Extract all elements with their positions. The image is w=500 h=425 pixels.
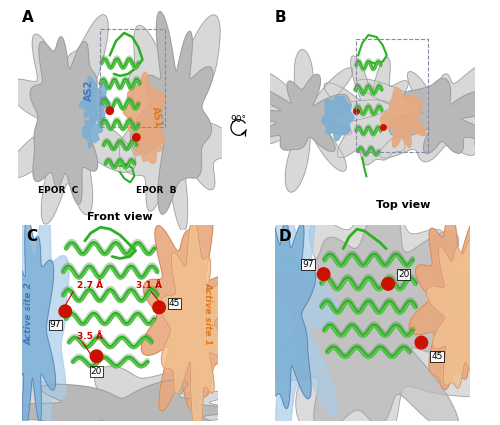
Polygon shape (322, 96, 354, 141)
Polygon shape (409, 208, 495, 390)
Polygon shape (253, 207, 316, 408)
Text: C: C (26, 229, 38, 244)
Text: 90°: 90° (230, 114, 246, 124)
Text: 20: 20 (398, 269, 409, 279)
Polygon shape (324, 56, 426, 165)
Text: Active site 2: Active site 2 (24, 282, 34, 345)
Polygon shape (380, 88, 426, 147)
Polygon shape (246, 74, 352, 152)
Text: 97: 97 (50, 320, 61, 329)
Polygon shape (142, 201, 238, 411)
Polygon shape (213, 189, 500, 425)
Polygon shape (244, 192, 338, 425)
Text: 3.1 Å: 3.1 Å (136, 281, 162, 290)
Polygon shape (30, 37, 98, 204)
Text: A: A (22, 10, 34, 26)
Text: AS2: AS2 (84, 79, 94, 101)
Polygon shape (80, 76, 110, 128)
Text: 20: 20 (91, 367, 102, 377)
Polygon shape (82, 116, 102, 148)
Polygon shape (388, 78, 496, 153)
Circle shape (382, 278, 394, 290)
Bar (100, 29, 165, 127)
Polygon shape (120, 15, 236, 232)
Circle shape (59, 305, 72, 317)
Polygon shape (0, 366, 254, 425)
Text: EPOR  C: EPOR C (38, 186, 78, 195)
Circle shape (90, 350, 103, 363)
Text: Top view: Top view (376, 200, 430, 210)
Text: 45: 45 (432, 352, 442, 361)
Text: AS1: AS1 (150, 105, 164, 128)
Polygon shape (134, 122, 162, 163)
Circle shape (106, 107, 114, 114)
Polygon shape (238, 50, 390, 192)
Polygon shape (358, 59, 500, 162)
Polygon shape (8, 15, 136, 224)
Polygon shape (9, 216, 56, 425)
Text: D: D (278, 229, 291, 244)
Text: 45: 45 (169, 299, 180, 308)
Text: 2.7 Å: 2.7 Å (77, 281, 103, 290)
Text: Active site 1: Active site 1 (204, 282, 212, 345)
Text: 97: 97 (302, 260, 314, 269)
Text: EPOR  B: EPOR B (136, 186, 177, 195)
Polygon shape (260, 199, 500, 425)
Circle shape (318, 268, 330, 280)
Polygon shape (124, 72, 166, 147)
Bar (356, 39, 428, 152)
Polygon shape (426, 239, 488, 388)
Text: B: B (274, 10, 286, 26)
Circle shape (132, 134, 140, 141)
Polygon shape (130, 11, 213, 214)
Text: Front view: Front view (87, 212, 153, 222)
Circle shape (415, 336, 428, 349)
Polygon shape (160, 220, 236, 425)
Polygon shape (10, 380, 234, 425)
Polygon shape (4, 206, 69, 425)
Circle shape (153, 301, 166, 314)
Text: 3.5 Å: 3.5 Å (77, 332, 103, 341)
